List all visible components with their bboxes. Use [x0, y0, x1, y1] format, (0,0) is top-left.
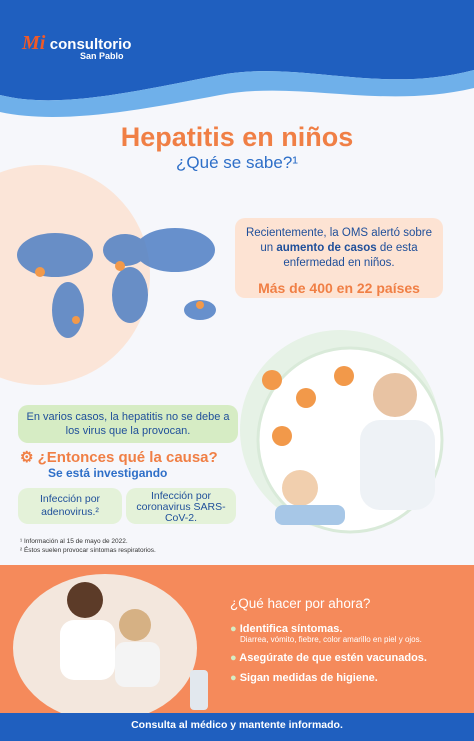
- footnote: ² Éstos suelen provocar síntomas respira…: [20, 547, 156, 554]
- action-text: Identifica síntomas.: [239, 623, 343, 635]
- actions-title: ¿Qué hacer por ahora?: [230, 596, 371, 611]
- logo-sub: San Pablo: [80, 51, 124, 61]
- logo-name: consultorio: [49, 36, 132, 53]
- alert-box: Recientemente, la OMS alertó sobre un au…: [235, 218, 443, 298]
- action-item: ● Asegúrate de que estén vacunados.: [230, 652, 427, 664]
- footer: Consulta al médico y mantente informado.: [131, 719, 343, 731]
- alert-highlight: Más de 400 en 22 países: [258, 280, 420, 296]
- alert-text: aumento de casos: [276, 242, 377, 254]
- title: Hepatitis en niños: [120, 122, 354, 152]
- note-box: En varios casos, la hepatitis no se debe…: [18, 405, 238, 443]
- cause-question-text: ¿Entonces qué la causa?: [37, 449, 218, 466]
- cause-option: Infección por adenovirus.²: [18, 488, 122, 524]
- subtitle: ¿Qué se sabe?¹: [176, 153, 298, 172]
- logo-mark: Mi: [22, 32, 46, 54]
- footnote: ¹ Información al 15 de mayo de 2022.: [20, 538, 128, 545]
- logo: Mi consultorio San Pablo: [22, 32, 131, 61]
- cause-answer: Se está investigando: [48, 466, 168, 480]
- footnotes: ¹ Información al 15 de mayo de 2022. ² É…: [20, 537, 156, 555]
- action-text: Asegúrate de que estén vacunados.: [239, 652, 427, 664]
- alert-text: Recientemente, la OMS alertó sobre un: [245, 227, 432, 254]
- action-item: ● Identifica síntomas.: [230, 623, 343, 635]
- action-item: ● Sigan medidas de higiene.: [230, 672, 378, 684]
- actions: ¿Qué hacer por ahora? ● Identifica sínto…: [230, 596, 460, 684]
- action-detail: Diarrea, vómito, fiebre, color amarillo …: [240, 635, 422, 644]
- cause-option: Infección por coronavirus SARS-CoV-2.: [126, 488, 236, 524]
- cause-question: ⚙ ¿Entonces qué la causa?: [20, 449, 218, 466]
- alert-text: de esta enfermedad en niños.: [283, 242, 418, 269]
- action-text: Sigan medidas de higiene.: [239, 672, 378, 684]
